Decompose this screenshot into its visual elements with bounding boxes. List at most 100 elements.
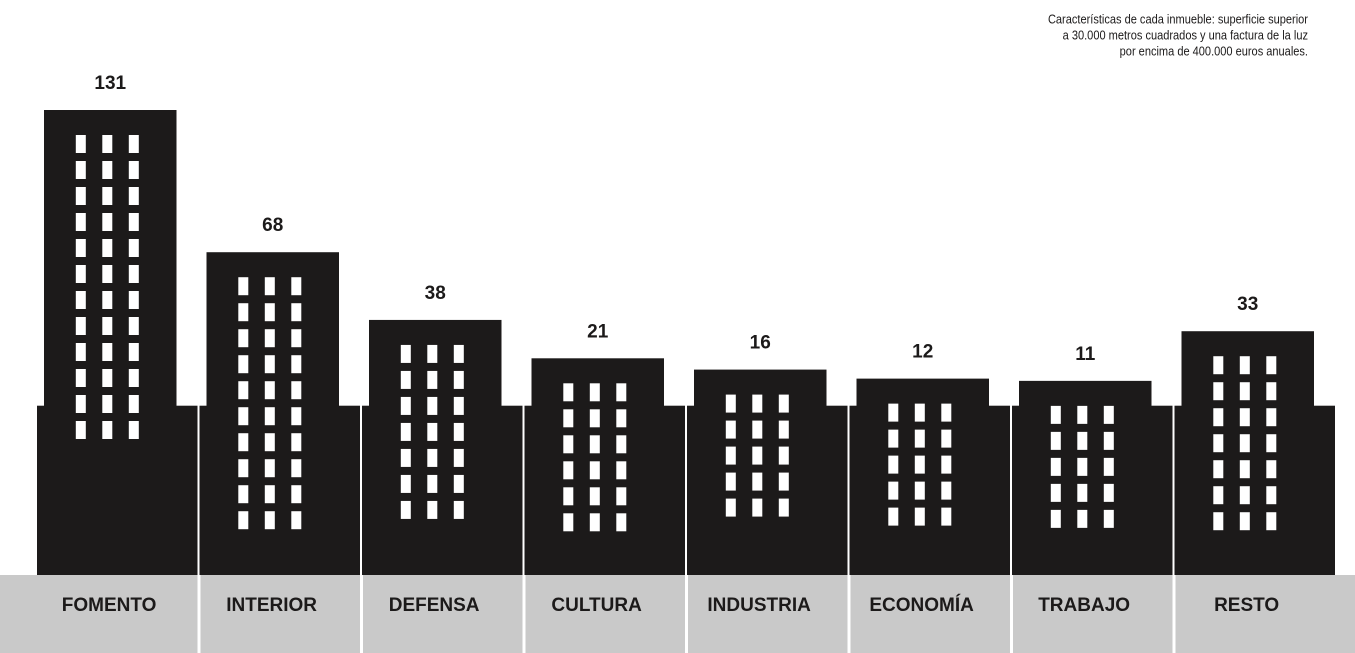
- window: [238, 355, 249, 374]
- band-separator: [1172, 575, 1176, 653]
- window: [1239, 408, 1250, 427]
- window: [128, 239, 139, 257]
- window: [1103, 457, 1114, 476]
- window: [888, 455, 899, 474]
- window: [589, 513, 600, 532]
- window: [1103, 509, 1114, 528]
- window: [400, 396, 411, 415]
- window: [102, 265, 113, 283]
- window: [102, 369, 113, 387]
- annotation: a 30.000 metros cuadrados y una factura …: [1063, 28, 1308, 43]
- window: [888, 429, 899, 448]
- window: [128, 135, 139, 153]
- window: [291, 329, 302, 348]
- window: [264, 433, 275, 452]
- window: [589, 383, 600, 402]
- window: [75, 369, 86, 387]
- window: [238, 485, 249, 504]
- window: [1077, 405, 1088, 424]
- window: [778, 446, 789, 465]
- window: [75, 187, 86, 205]
- window: [291, 277, 302, 296]
- window: [400, 474, 411, 493]
- window: [725, 420, 736, 439]
- window: [914, 429, 925, 448]
- window: [725, 498, 736, 517]
- window: [563, 435, 574, 454]
- window: [102, 343, 113, 361]
- window: [1266, 512, 1277, 531]
- annotation: por encima de 400.000 euros anuales.: [1120, 44, 1308, 59]
- window: [1213, 434, 1224, 453]
- window: [778, 394, 789, 413]
- window: [75, 395, 86, 413]
- band-separator: [360, 575, 363, 653]
- window: [75, 265, 86, 283]
- window: [1213, 486, 1224, 505]
- window: [914, 507, 925, 526]
- window: [264, 407, 275, 426]
- window: [400, 500, 411, 519]
- window: [616, 487, 627, 506]
- window: [752, 472, 763, 491]
- window: [563, 487, 574, 506]
- window: [1239, 486, 1250, 505]
- window: [238, 277, 249, 296]
- window: [888, 481, 899, 500]
- window: [589, 409, 600, 428]
- window: [291, 459, 302, 478]
- window: [128, 161, 139, 179]
- x-tick-label: ECONOMÍA: [869, 594, 974, 616]
- window: [1239, 434, 1250, 453]
- x-tick-label: TRABAJO: [1038, 595, 1130, 616]
- bar: [44, 110, 177, 575]
- window: [1266, 486, 1277, 505]
- window: [1266, 356, 1277, 375]
- window: [778, 472, 789, 491]
- window: [102, 213, 113, 231]
- window: [291, 303, 302, 322]
- x-tick-label: RESTO: [1214, 595, 1279, 616]
- window: [75, 343, 86, 361]
- window: [75, 135, 86, 153]
- window: [563, 383, 574, 402]
- ground-band: [0, 575, 1355, 653]
- window: [264, 329, 275, 348]
- window: [1213, 512, 1224, 531]
- window: [914, 455, 925, 474]
- window: [264, 381, 275, 400]
- window: [1213, 382, 1224, 401]
- window: [427, 344, 438, 363]
- window: [75, 421, 86, 439]
- window: [616, 409, 627, 428]
- window: [589, 487, 600, 506]
- x-tick-label: INDUSTRIA: [707, 595, 811, 616]
- window: [291, 485, 302, 504]
- window: [264, 459, 275, 478]
- window: [453, 396, 464, 415]
- window: [427, 474, 438, 493]
- window: [102, 421, 113, 439]
- window: [941, 481, 952, 500]
- value-label: 11: [1075, 344, 1096, 365]
- window: [238, 329, 249, 348]
- window: [102, 135, 113, 153]
- window: [1077, 509, 1088, 528]
- window: [128, 213, 139, 231]
- window: [75, 291, 86, 309]
- window: [1077, 457, 1088, 476]
- window: [264, 277, 275, 296]
- window: [264, 303, 275, 322]
- window: [102, 239, 113, 257]
- band-separator: [197, 575, 201, 653]
- window: [1266, 460, 1277, 479]
- band-separator: [522, 575, 526, 653]
- window: [453, 500, 464, 519]
- window: [427, 370, 438, 389]
- window: [427, 448, 438, 467]
- window: [128, 265, 139, 283]
- window: [1077, 483, 1088, 502]
- window: [1103, 405, 1114, 424]
- window: [1077, 431, 1088, 450]
- window: [400, 448, 411, 467]
